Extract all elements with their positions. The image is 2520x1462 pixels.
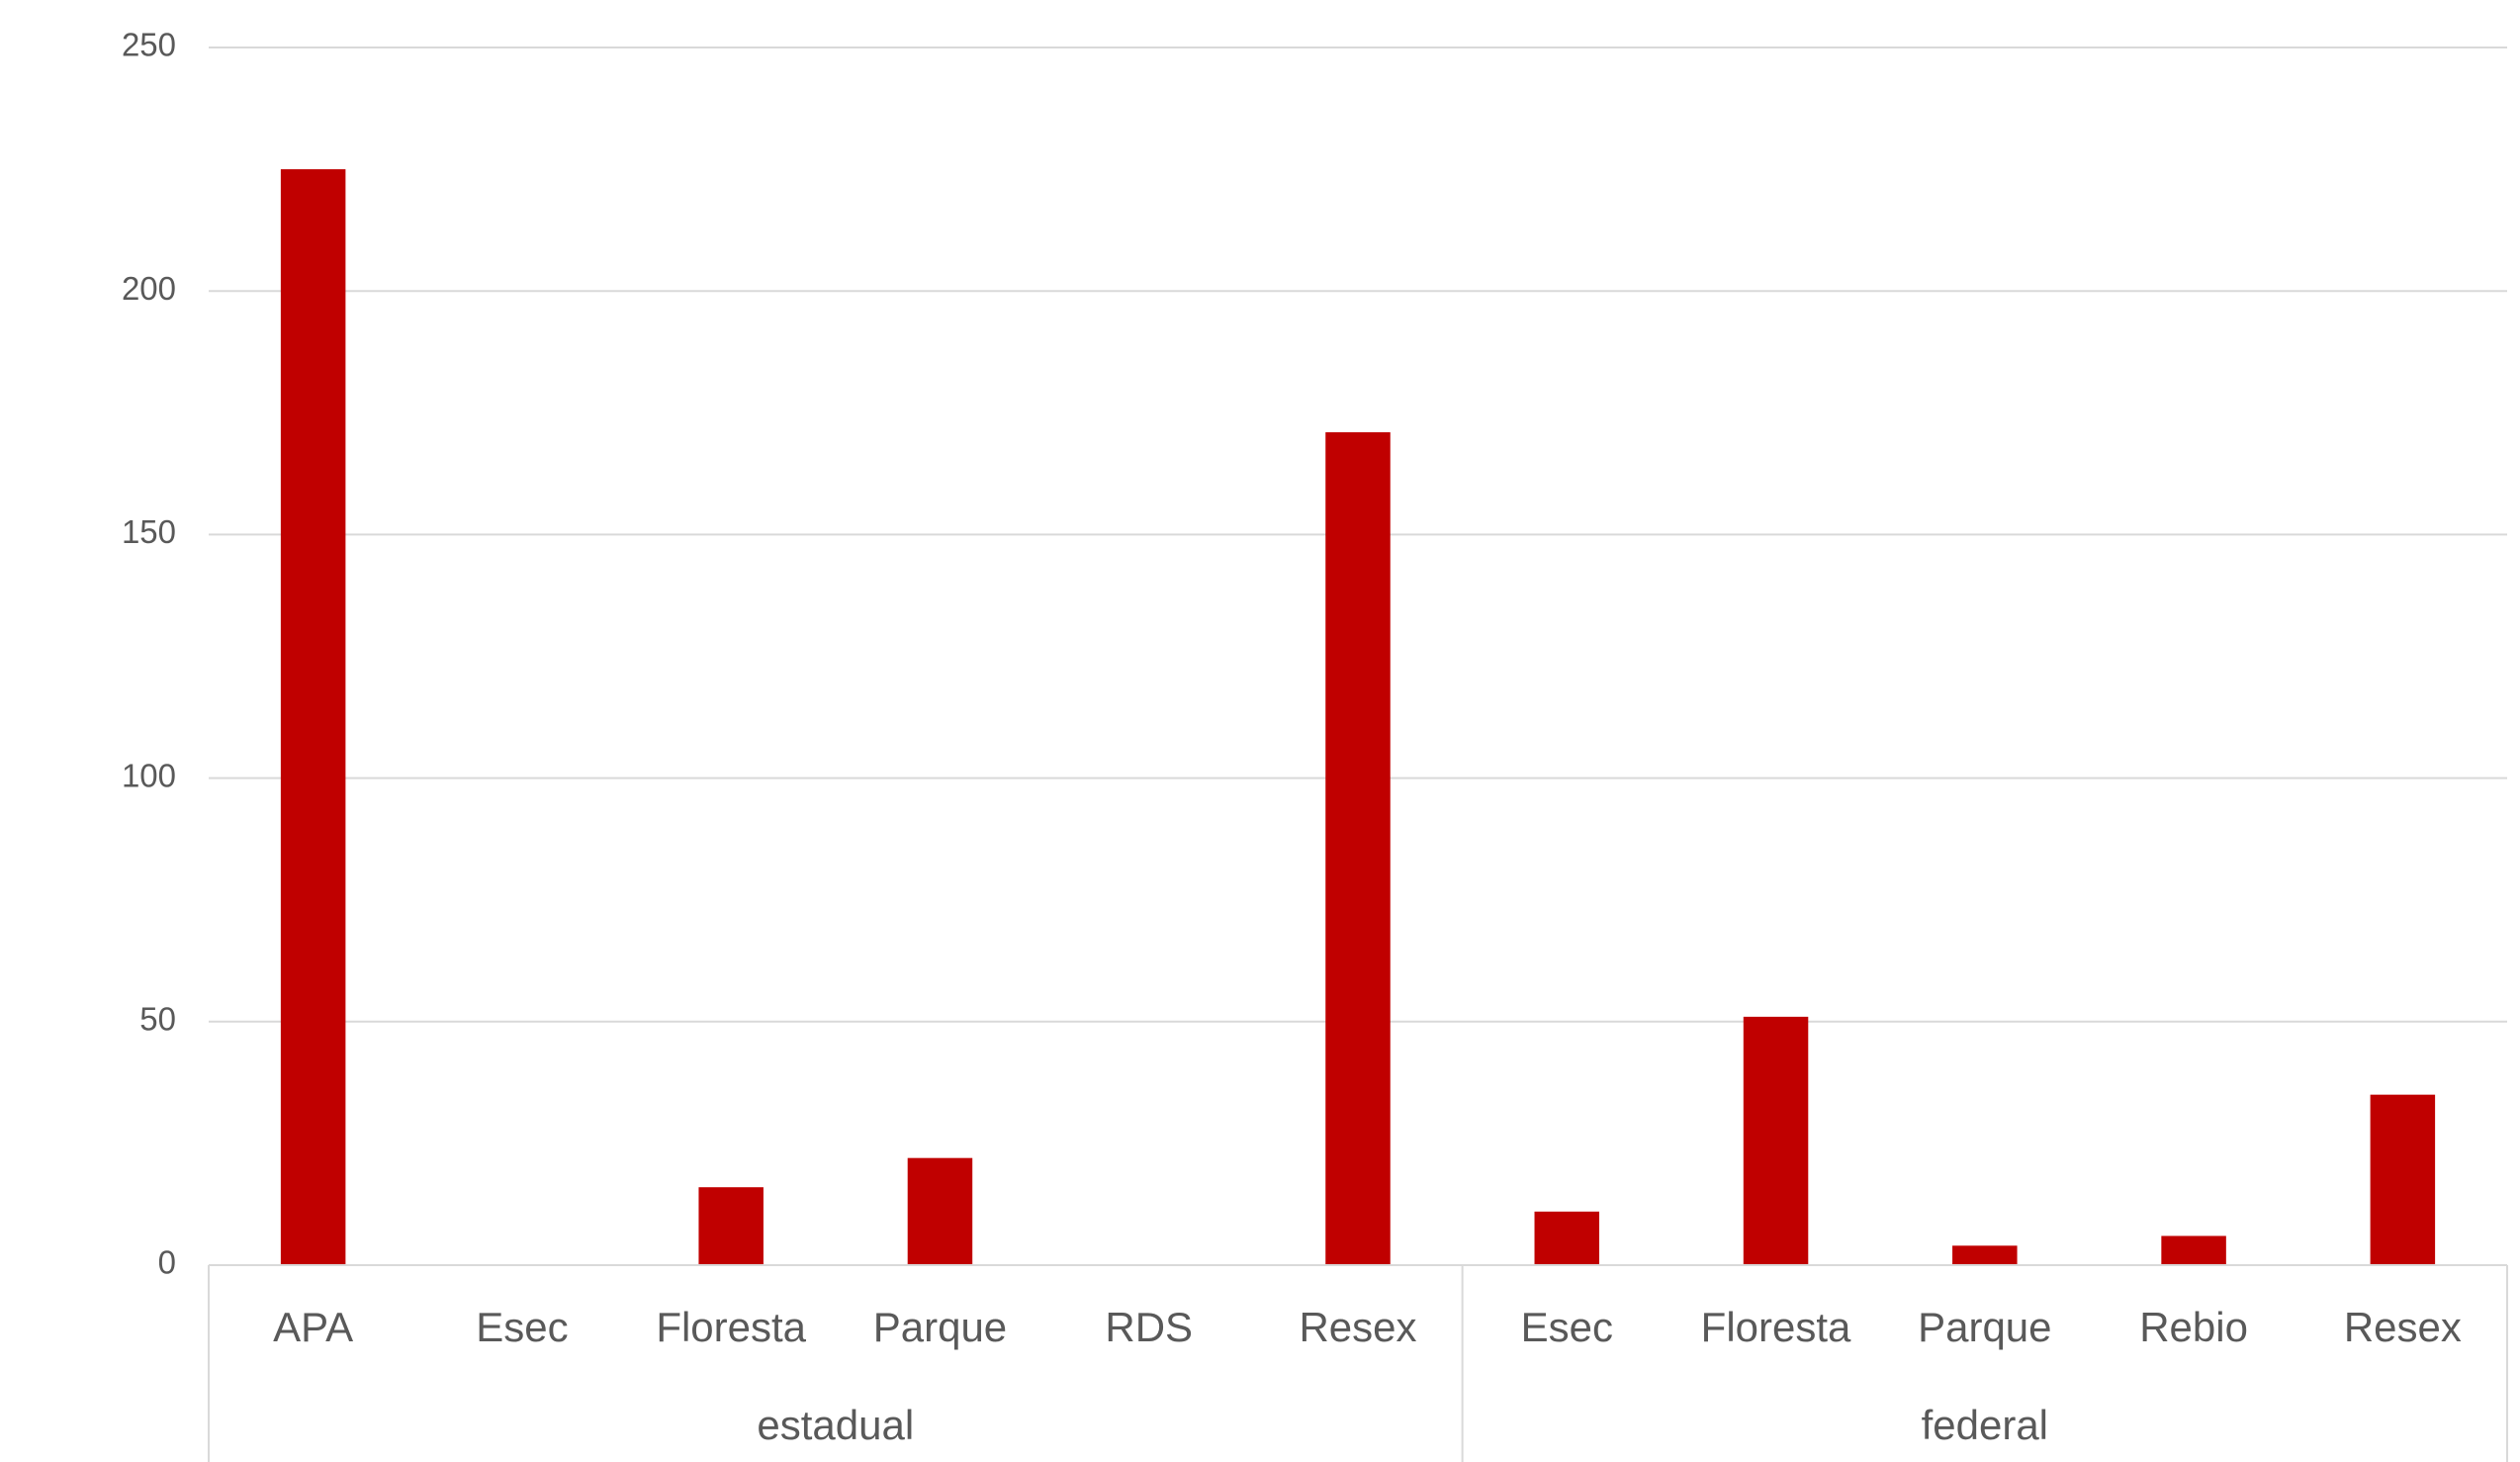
bar — [1743, 1016, 1809, 1265]
bar — [1534, 1211, 1600, 1265]
x-tick-label: RDS — [1105, 1304, 1193, 1350]
bar — [1325, 431, 1391, 1266]
x-tick-label: Resex — [1299, 1304, 1416, 1350]
x-tick-label: Floresta — [656, 1304, 806, 1350]
y-tick-label: 100 — [122, 757, 176, 793]
x-tick-label: Parque — [1918, 1304, 2051, 1350]
bar — [280, 169, 346, 1266]
x-tick-label: Floresta — [1701, 1304, 1851, 1350]
y-tick-label: 250 — [122, 27, 176, 63]
bar — [907, 1157, 973, 1265]
x-tick-label: Esec — [476, 1304, 568, 1350]
x-tick-label: Esec — [1521, 1304, 1613, 1350]
group-label: federal — [1922, 1402, 2048, 1448]
x-tick-label: Parque — [873, 1304, 1007, 1350]
y-tick-label: 0 — [158, 1244, 176, 1281]
bar — [1952, 1245, 2018, 1265]
bar — [2370, 1094, 2436, 1265]
bar — [2161, 1235, 2226, 1265]
y-tick-label: 200 — [122, 270, 176, 307]
y-tick-label: 50 — [139, 1001, 176, 1038]
bar — [698, 1187, 764, 1265]
x-tick-label: Resex — [2344, 1304, 2462, 1350]
group-label: estadual — [757, 1402, 914, 1448]
x-tick-label: Rebio — [2139, 1304, 2248, 1350]
y-tick-label: 150 — [122, 513, 176, 550]
x-tick-label: APA — [273, 1304, 353, 1350]
